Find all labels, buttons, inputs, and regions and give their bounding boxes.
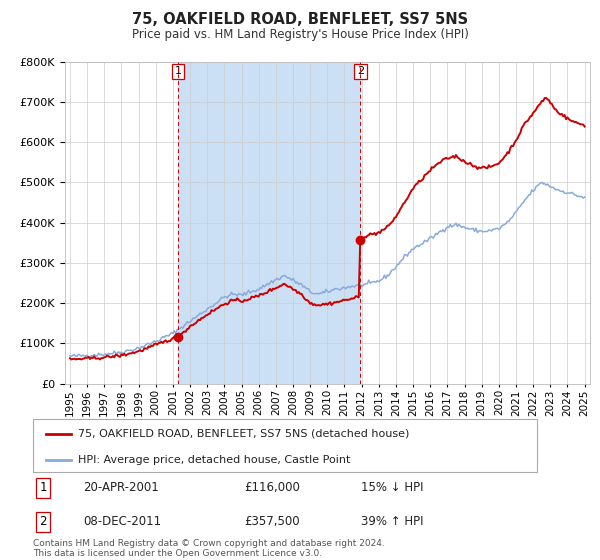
Text: £116,000: £116,000 xyxy=(245,481,301,494)
Text: 08-DEC-2011: 08-DEC-2011 xyxy=(83,515,161,529)
Text: 2: 2 xyxy=(356,67,364,76)
FancyBboxPatch shape xyxy=(33,419,537,472)
Text: 75, OAKFIELD ROAD, BENFLEET, SS7 5NS: 75, OAKFIELD ROAD, BENFLEET, SS7 5NS xyxy=(132,12,468,27)
Text: £357,500: £357,500 xyxy=(245,515,301,529)
Text: HPI: Average price, detached house, Castle Point: HPI: Average price, detached house, Cast… xyxy=(79,455,351,465)
Bar xyxy=(178,62,360,384)
Text: 1: 1 xyxy=(40,481,47,494)
Text: Price paid vs. HM Land Registry's House Price Index (HPI): Price paid vs. HM Land Registry's House … xyxy=(131,28,469,41)
Text: 75, OAKFIELD ROAD, BENFLEET, SS7 5NS (detached house): 75, OAKFIELD ROAD, BENFLEET, SS7 5NS (de… xyxy=(79,428,410,438)
Text: Contains HM Land Registry data © Crown copyright and database right 2024.: Contains HM Land Registry data © Crown c… xyxy=(33,539,385,548)
Text: This data is licensed under the Open Government Licence v3.0.: This data is licensed under the Open Gov… xyxy=(33,549,322,558)
Text: 20-APR-2001: 20-APR-2001 xyxy=(83,481,159,494)
Text: 15% ↓ HPI: 15% ↓ HPI xyxy=(361,481,423,494)
Text: 2: 2 xyxy=(40,515,47,529)
Text: 1: 1 xyxy=(175,67,182,76)
Text: 39% ↑ HPI: 39% ↑ HPI xyxy=(361,515,423,529)
